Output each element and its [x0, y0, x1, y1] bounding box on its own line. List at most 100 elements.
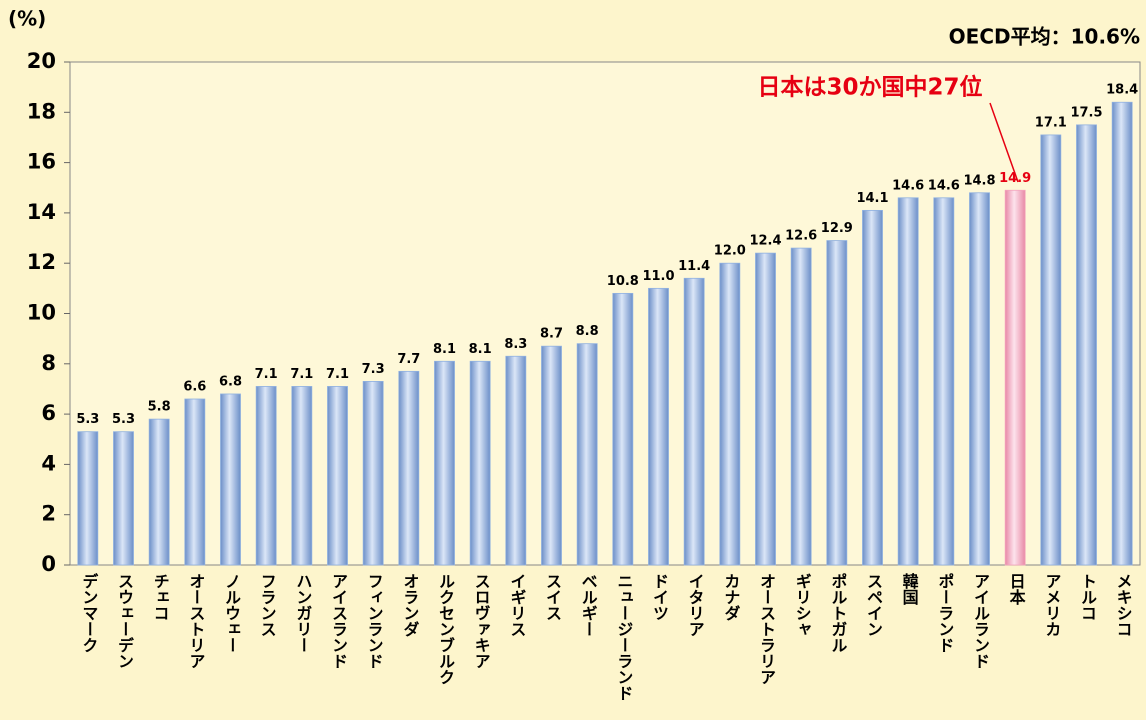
value-label: 7.1 [290, 367, 313, 382]
bar [541, 345, 562, 566]
x-tick-label: イギリス [507, 573, 526, 637]
bar [897, 197, 919, 566]
x-tick-label: フランス [258, 573, 277, 637]
value-label: 12.6 [785, 229, 817, 244]
japan-annotation: 日本は30か国中27位 [757, 74, 982, 101]
x-tick-label: ルクセンブルク [436, 573, 455, 685]
bar [933, 197, 955, 566]
value-label: 8.3 [504, 337, 527, 352]
value-label: 8.1 [469, 342, 492, 357]
y-tick-label: 12 [27, 250, 56, 274]
value-label: 7.7 [397, 352, 420, 367]
value-label: 12.4 [749, 234, 781, 249]
bar [505, 355, 527, 566]
oecd-average: OECD平均：10.6% [949, 25, 1140, 49]
y-tick-label: 14 [27, 200, 56, 224]
bar [1076, 124, 1097, 566]
value-label: 14.8 [963, 173, 995, 188]
bar [184, 398, 206, 566]
value-label: 5.3 [76, 412, 99, 427]
bar [113, 431, 134, 566]
bar [255, 386, 277, 566]
x-tick-label: ノルウェー [222, 573, 241, 653]
x-tick-label: ベルギー [579, 573, 598, 637]
bar [969, 192, 990, 566]
value-label: 7.1 [326, 367, 349, 382]
value-label: 6.8 [219, 374, 242, 389]
bar [862, 209, 883, 566]
bar [648, 287, 669, 566]
x-tick-label: アメリカ [1042, 573, 1061, 637]
value-label: 14.6 [892, 178, 924, 193]
value-label: 12.9 [821, 221, 853, 236]
x-tick-label: デンマーク [79, 572, 98, 653]
x-tick-label: ポルトガル [828, 572, 847, 653]
value-label: 12.0 [714, 244, 746, 259]
bar [148, 418, 170, 566]
y-tick-label: 20 [27, 49, 56, 73]
value-label: 11.0 [642, 269, 674, 284]
bar [683, 277, 705, 566]
x-tick-label: ニュージーランド [614, 573, 633, 701]
value-label: 5.8 [148, 400, 171, 415]
x-tick-label: チェコ [151, 573, 170, 621]
x-tick-label: ポーランド [935, 572, 954, 653]
y-unit: (%) [8, 7, 46, 31]
bar [612, 292, 634, 566]
value-label: 10.8 [607, 274, 639, 289]
x-tick-label: スウェーデン [115, 573, 134, 669]
bar [434, 360, 455, 566]
value-label: 7.3 [362, 362, 385, 377]
x-tick-label: スイス [543, 573, 562, 621]
bar [719, 262, 741, 566]
y-tick-label: 6 [41, 401, 56, 425]
x-tick-label: オーストリア [186, 573, 205, 669]
plot-area [69, 61, 1141, 566]
value-label: 6.6 [183, 380, 206, 395]
x-tick-label: ドイツ [650, 573, 669, 621]
value-label: 17.1 [1035, 115, 1067, 130]
x-tick-label: トルコ [1078, 573, 1097, 621]
bar [1004, 189, 1026, 566]
x-tick-label: ギリシャ [793, 573, 812, 637]
bar [790, 247, 812, 566]
bar [291, 386, 313, 566]
x-tick-label: アイルランド [971, 573, 990, 669]
value-label: 14.9 [999, 171, 1031, 186]
x-tick-label: イタリア [686, 573, 705, 637]
bar [1111, 101, 1133, 566]
value-label: 14.1 [856, 191, 888, 206]
bar [576, 343, 598, 566]
y-tick-label: 2 [41, 502, 56, 526]
value-label: 7.1 [255, 367, 278, 382]
y-tick-label: 0 [41, 552, 56, 576]
bar [1040, 134, 1062, 566]
value-label: 8.7 [540, 327, 563, 342]
y-tick-label: 8 [41, 351, 56, 375]
value-label: 8.1 [433, 342, 456, 357]
annotation-line [989, 102, 1019, 183]
bar [826, 240, 848, 566]
x-tick-label: スペイン [864, 573, 883, 637]
value-label: 11.4 [678, 259, 710, 274]
bar [755, 252, 776, 566]
bar [398, 370, 420, 566]
bar [469, 360, 491, 566]
x-tick-label: フィンランド [365, 573, 384, 669]
value-label: 14.6 [928, 178, 960, 193]
bar [362, 381, 384, 566]
y-tick-label: 4 [41, 451, 56, 475]
x-tick-label: 日本 [1007, 573, 1026, 606]
x-tick-label: オランダ [400, 573, 419, 637]
x-tick-label: カナダ [721, 573, 740, 621]
value-label: 8.8 [576, 324, 599, 339]
x-tick-label: アイスランド [329, 573, 348, 669]
x-tick-label: オーストラリア [757, 573, 776, 685]
bar [327, 386, 348, 566]
x-tick-label: 韓国 [900, 572, 919, 606]
y-tick-label: 10 [27, 301, 56, 325]
bar [77, 431, 99, 566]
value-label: 5.3 [112, 412, 135, 427]
y-tick-label: 16 [27, 150, 56, 174]
